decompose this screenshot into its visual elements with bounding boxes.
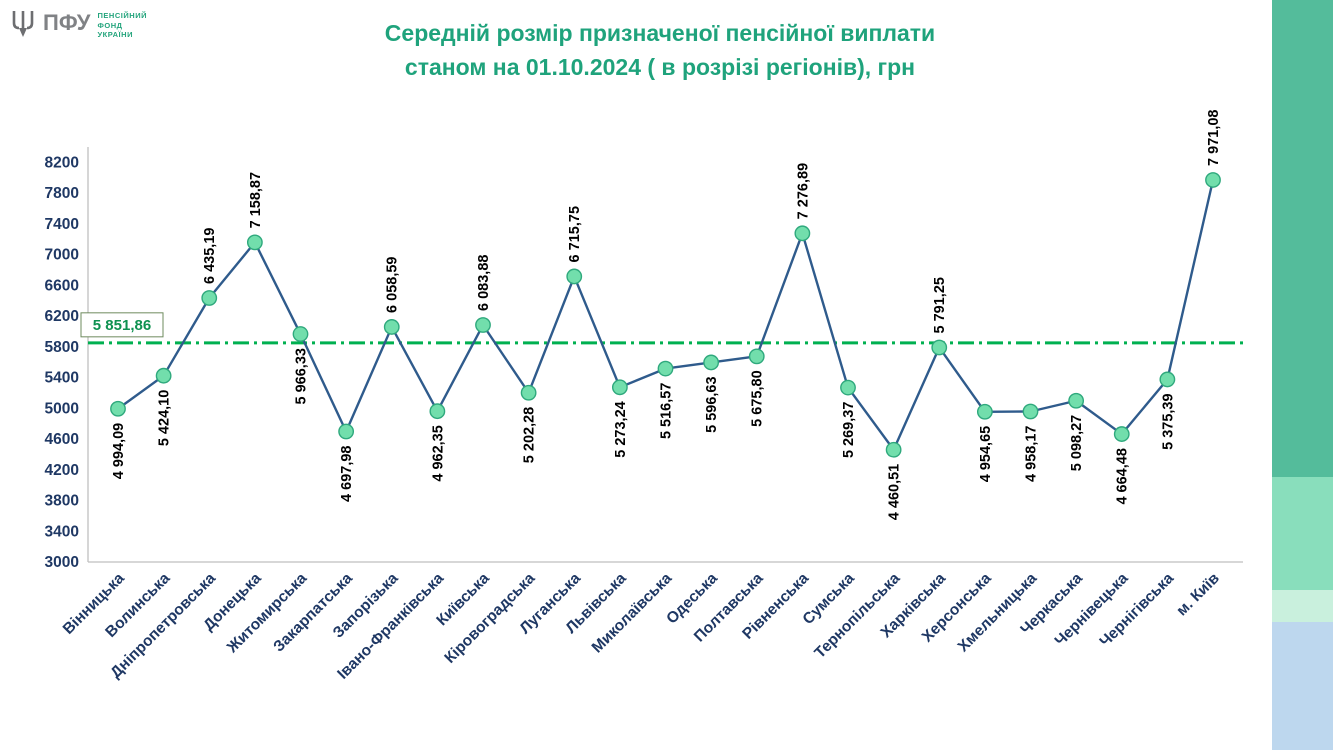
y-axis-tick-label: 6200 — [45, 308, 79, 325]
chart-title-line2: станом на 01.10.2024 ( в розрізі регіоні… — [404, 54, 916, 80]
data-point-marker — [1113, 426, 1130, 442]
data-point-label: 5 675,80 — [750, 370, 766, 426]
data-point-label: 5 596,63 — [704, 376, 720, 432]
y-axis-tick-label: 6600 — [45, 277, 79, 294]
data-point-label: 5 791,25 — [932, 277, 948, 333]
trident-icon — [10, 9, 36, 44]
data-point-marker — [976, 403, 993, 420]
y-axis-tick-label: 4600 — [45, 431, 79, 448]
data-point-marker — [1022, 403, 1039, 420]
data-point-label: 5 424,10 — [157, 390, 173, 446]
data-point-label: 6 083,88 — [476, 255, 492, 311]
data-point-label: 7 276,89 — [795, 163, 811, 219]
y-axis-tick-label: 4200 — [45, 462, 79, 479]
data-point-marker — [246, 234, 263, 251]
side-band-segment — [1272, 590, 1333, 622]
side-band-segment — [1272, 477, 1333, 590]
data-point-marker — [520, 384, 537, 401]
decorative-side-band — [1272, 0, 1333, 750]
data-point-marker — [429, 403, 446, 420]
average-value-box — [80, 312, 164, 338]
y-axis-tick-label: 3800 — [45, 493, 79, 510]
data-point-label: 4 697,98 — [339, 446, 355, 502]
y-axis-tick-label: 8200 — [45, 154, 79, 171]
data-point-label: 4 460,51 — [887, 464, 903, 520]
y-axis-tick-label: 5800 — [45, 339, 79, 356]
data-point-marker — [383, 319, 400, 335]
data-point-marker — [657, 360, 674, 377]
logo-org-line: ПЕНСІЙНИЙ — [97, 11, 148, 20]
data-point-label: 7 158,87 — [248, 172, 264, 228]
data-point-marker — [566, 268, 583, 285]
pension-line-chart: 3000 3400 3800 4200 4600 5000 5400 5800 6200 6600… — [45, 110, 1243, 683]
data-point-marker — [748, 348, 765, 365]
data-point-marker — [292, 326, 309, 342]
x-axis-category-label: Житомирська — [223, 570, 310, 657]
data-point-marker — [885, 441, 902, 458]
data-point-marker — [611, 379, 628, 396]
side-band-segment — [1272, 622, 1333, 750]
data-point-label: 5 098,27 — [1069, 415, 1085, 471]
data-point-marker — [931, 339, 948, 356]
y-axis-tick-label: 3400 — [45, 523, 79, 540]
y-axis-tick-label: 5400 — [45, 370, 79, 387]
y-axis-tick-label: 7000 — [45, 247, 79, 264]
y-axis-tick-label: 3000 — [45, 554, 79, 571]
y-axis-tick-label: 7400 — [45, 216, 79, 233]
data-point-marker — [338, 423, 355, 440]
data-point-marker — [1159, 371, 1176, 388]
data-point-marker — [1068, 392, 1085, 409]
data-point-label: 5 273,24 — [613, 401, 629, 457]
x-axis-category-label: м. Київ — [1173, 570, 1222, 619]
average-value-label: 5 851,86 — [93, 317, 151, 334]
pfu-logo: ПФУ ПЕНСІЙНИЙ ФОНД УКРАЇНИ — [10, 8, 147, 44]
data-point-label: 5 375,39 — [1160, 393, 1176, 449]
x-axis-category-label: Хмельницька — [955, 570, 1041, 656]
data-point-marker — [201, 290, 218, 306]
data-point-label: 4 962,35 — [430, 425, 446, 481]
logo-org-line: УКРАЇНИ — [97, 30, 133, 39]
data-point-marker — [703, 354, 720, 371]
chart-title: Середній розмір призначеної пенсійної ви… — [40, 16, 1280, 84]
data-point-label: 7 971,08 — [1206, 110, 1222, 166]
chart-title-line1: Середній розмір призначеної пенсійної ви… — [384, 20, 936, 46]
data-point-label: 4 664,48 — [1115, 448, 1131, 504]
data-point-label: 6 715,75 — [567, 206, 583, 262]
side-band-segment — [1272, 0, 1333, 477]
data-point-label: 5 202,28 — [522, 407, 538, 463]
data-point-label: 5 269,37 — [841, 402, 857, 458]
x-axis-category-label: Закарпатська — [270, 570, 356, 656]
x-axis-category-label: Миколаївська — [589, 570, 676, 657]
logo-org-line: ФОНД — [97, 20, 123, 30]
data-point-label: 4 994,09 — [111, 423, 127, 479]
logo-org-name: ПЕНСІЙНИЙ ФОНД УКРАЇНИ — [97, 11, 147, 40]
y-axis-tick-label: 7800 — [45, 185, 79, 202]
data-point-label: 6 435,19 — [202, 228, 218, 284]
data-point-marker — [840, 379, 856, 396]
data-point-marker — [1205, 172, 1221, 188]
data-point-marker — [475, 317, 491, 333]
data-point-label: 4 954,65 — [978, 426, 994, 482]
data-point-label: 5 516,57 — [659, 383, 675, 439]
logo-abbr: ПФУ — [43, 10, 91, 35]
data-point-marker — [794, 225, 811, 242]
data-point-marker — [110, 400, 126, 417]
data-point-label: 5 966,33 — [294, 348, 310, 404]
data-point-label: 4 958,17 — [1024, 426, 1040, 482]
y-axis-tick-label: 5000 — [45, 400, 79, 417]
data-point-marker — [155, 367, 172, 384]
data-point-label: 6 058,59 — [385, 256, 401, 312]
